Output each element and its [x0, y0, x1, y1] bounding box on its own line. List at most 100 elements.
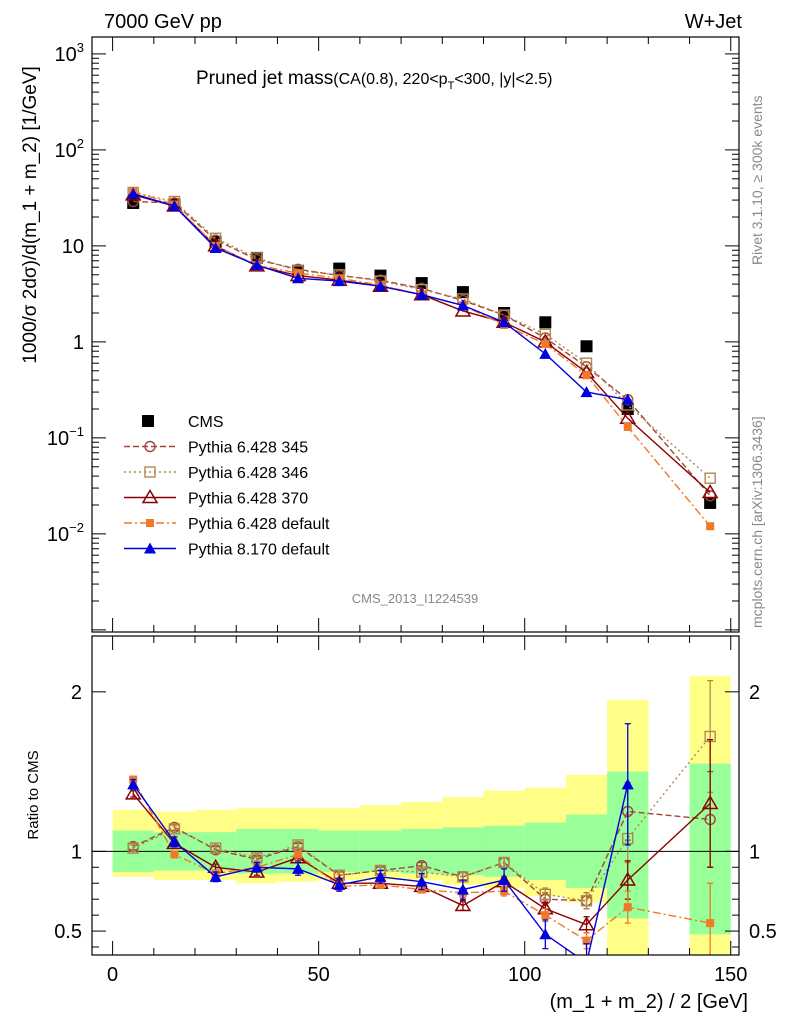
y-tick-label-ratio: 2 [71, 682, 82, 704]
y-tick-label-ratio: 0.5 [54, 921, 82, 943]
top-point-p8def [127, 187, 140, 199]
ratio-panel-frame [91, 635, 740, 956]
top-point-p8def [250, 259, 263, 271]
ratio-point-p8def [456, 883, 469, 895]
top-point-p8def [456, 299, 469, 311]
top-point-p370 [701, 483, 719, 499]
ratio-panel-axes: 0.5 0.5 1 1 2 2 0 50 100 150 [54, 636, 777, 986]
ratio-point-p6def [376, 880, 385, 889]
ratio-point-p8def [127, 778, 140, 790]
legend-marker-p370 [141, 489, 159, 504]
legend-marker-p345 [144, 440, 156, 453]
plot-title-sub: T [448, 80, 455, 92]
x-tick-label: 50 [308, 964, 330, 986]
ratio-panel-series [124, 680, 719, 968]
ratio-point-p370 [701, 794, 719, 810]
ratio-point-p370 [578, 916, 595, 931]
top-line-p345 [133, 200, 711, 497]
ratio-point-p8def [539, 928, 552, 940]
y-axis-label-top: 1000/σ 2dσ)/d(m_1 + m_2) [1/GeV] [20, 66, 41, 364]
y-tick-label-top: 10 [62, 236, 84, 258]
top-point-p6def [582, 371, 591, 380]
top-panel-frame [91, 36, 740, 633]
top-point-p6def [706, 522, 715, 531]
top-point-cms [539, 316, 552, 329]
y-tick-label-top: 103 [55, 40, 84, 66]
ratio-panel-bands [112, 675, 731, 955]
top-point-p8def [333, 275, 346, 287]
top-point-p8def [580, 386, 593, 398]
legend-marker-p8def [144, 542, 156, 554]
ratio-line-p370 [132, 793, 711, 926]
ratio-point-p370 [124, 785, 142, 800]
ratio-point-p346 [127, 842, 139, 854]
top-point-p8def [209, 242, 222, 254]
y-tick-label-ratio-right: 0.5 [749, 921, 777, 943]
ratio-point-p6def [623, 903, 632, 912]
y-tick-label-top: 10−2 [47, 520, 84, 546]
top-point-p8def [498, 316, 511, 328]
ratio-point-p6def [294, 850, 303, 859]
ratio-point-p370 [454, 897, 472, 912]
ratio-point-p6def [582, 936, 591, 945]
analysis-id: CMS_2013_I1224539 [352, 591, 479, 606]
top-point-p345 [704, 489, 716, 502]
top-point-p8def [168, 200, 181, 212]
ratio-point-p346 [580, 895, 593, 907]
top-point-p8def [415, 288, 428, 300]
top-point-cms [580, 340, 593, 353]
top-point-p8def [292, 272, 305, 284]
plot-title-detail: (CA(0.8), 220<p [333, 71, 447, 88]
plot-title: Pruned jet mass(CA(0.8), 220<pT<300, |y|… [196, 68, 552, 92]
top-series-p8def [127, 187, 634, 405]
ratio-point-p346 [209, 842, 222, 854]
y-tick-label-ratio-right: 2 [749, 682, 760, 704]
y-tick-label-top: 1 [73, 332, 84, 354]
ratio-point-p8def [498, 874, 511, 886]
ratio-point-p8def [415, 875, 428, 887]
ratio-series-p8def [127, 723, 634, 968]
header-right: W+Jet [685, 11, 743, 33]
top-line-p8def [133, 192, 628, 401]
ratio-point-p346 [168, 823, 181, 835]
ratio-point-p8def [292, 862, 305, 874]
ratio-point-p8def [621, 778, 634, 790]
top-panel-series [124, 186, 719, 531]
x-axis-label: (m_1 + m_2) / 2 [GeV] [550, 991, 748, 1013]
legend-marker-p6def [146, 519, 154, 527]
source-label: mcplots.cern.ch [arXiv:1306.3436] [749, 416, 765, 628]
top-panel-axes: 10−2 10−1 1 10 102 103 [47, 37, 739, 632]
ratio-point-p6def [170, 850, 179, 859]
top-line-p346 [133, 191, 711, 479]
legend-label-cms: CMS [188, 414, 224, 431]
legend-label-p346: Pythia 6.428 346 [188, 465, 308, 482]
ratio-point-p8def [374, 870, 387, 882]
ratio-point-p6def [541, 911, 550, 920]
y-tick-label-top: 10−1 [47, 424, 84, 450]
ratio-line-p345 [132, 810, 711, 902]
ratio-point-p8def [209, 870, 222, 882]
y-tick-label-ratio-right: 1 [749, 841, 760, 863]
legend-marker-p346 [144, 466, 156, 478]
x-tick-label: 0 [107, 964, 118, 986]
top-point-p346 [580, 357, 593, 369]
top-point-p8def [539, 347, 552, 359]
ratio-point-p8def [581, 957, 593, 968]
top-point-cms [621, 402, 634, 415]
top-point-p8def [374, 280, 387, 292]
legend-label-p370: Pythia 6.428 370 [188, 491, 308, 508]
ratio-point-p8def [168, 835, 181, 847]
top-point-cms [456, 286, 469, 299]
legend-marker-cms [142, 415, 154, 427]
legend-label-p345: Pythia 6.428 345 [188, 440, 308, 457]
x-tick-label: 100 [508, 964, 541, 986]
rivet-label: Rivet 3.1.10, ≥ 300k events [749, 95, 765, 265]
ratio-point-p6def [706, 919, 715, 928]
ratio-point-p346 [498, 856, 510, 869]
x-tick-label: 150 [714, 964, 747, 986]
top-point-p6def [623, 422, 632, 431]
ratio-point-p8def [333, 878, 346, 890]
top-point-p346 [704, 472, 716, 484]
header-left: 7000 GeV pp [104, 11, 222, 33]
plot-title-main: Pruned jet mass [196, 68, 333, 89]
